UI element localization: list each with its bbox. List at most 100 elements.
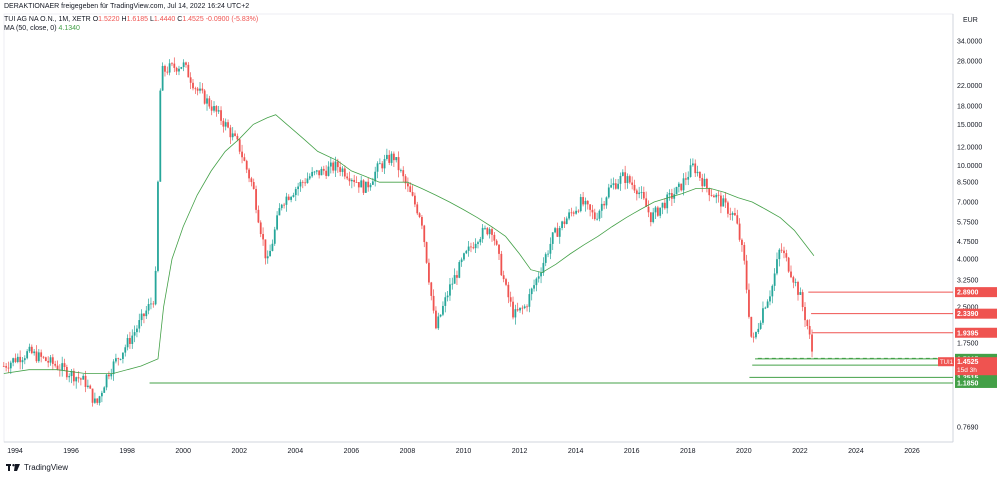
candle-body (797, 282, 799, 295)
candle-body (241, 151, 243, 158)
change-value: -0.0900 (-5.83%) (205, 16, 259, 23)
candle-body (348, 178, 351, 182)
candle-body (748, 289, 750, 317)
candle-body (51, 357, 54, 364)
candle-body (549, 243, 552, 254)
candle-body (201, 88, 204, 91)
time-tick-label: 1996 (63, 448, 79, 455)
candle-body (138, 320, 141, 329)
candle-body (196, 88, 199, 91)
ma-label: MA (50, close, 0) (4, 25, 57, 32)
candle-body (460, 259, 463, 263)
candle-body (521, 307, 524, 309)
candle-body (416, 204, 419, 214)
candle-body (523, 306, 526, 309)
candle-body (677, 183, 680, 187)
candle-body (217, 110, 220, 112)
candle-body (769, 296, 771, 302)
candle-body (33, 351, 36, 354)
candle-body (551, 232, 554, 244)
current-price-label-bg (955, 357, 997, 376)
candle-body (708, 188, 711, 196)
candle-body (7, 367, 10, 369)
candle-body (35, 351, 38, 362)
candle-body (189, 77, 192, 83)
candle-body (684, 178, 687, 180)
resistance-label-bg (955, 308, 997, 319)
ma-row: MA (50, close, 0) 4.1340 (4, 24, 258, 33)
candle-body (129, 338, 131, 344)
candle-body (584, 200, 587, 205)
candle-body (306, 178, 309, 184)
candle-body (703, 179, 706, 187)
candle-body (367, 181, 370, 188)
candle-body (28, 346, 31, 352)
candle-body (691, 163, 694, 166)
candle-body (470, 246, 472, 248)
candle-body (642, 192, 645, 199)
candle-body (491, 229, 493, 235)
candle-body (484, 227, 486, 229)
candle-body (463, 253, 465, 260)
candle-body (675, 186, 678, 195)
candle-body (670, 193, 673, 199)
time-tick-label: 2006 (344, 448, 360, 455)
candle-body (516, 309, 519, 311)
candle-body (334, 161, 337, 171)
candle-body (157, 181, 159, 271)
candle-body (411, 192, 414, 196)
candle-body (418, 213, 421, 217)
candle-body (140, 313, 143, 321)
candle-body (145, 310, 148, 317)
candle-body (773, 273, 776, 286)
candle-body (743, 244, 746, 261)
candle-body (614, 183, 617, 189)
candle-body (341, 168, 344, 172)
candle-body (668, 193, 671, 195)
candle-body (227, 122, 229, 128)
time-tick-label: 2012 (512, 448, 528, 455)
candle-body (649, 212, 652, 223)
candle-body (49, 357, 52, 363)
candle-body (663, 202, 666, 209)
candle-body (390, 153, 393, 163)
price-tick-label: 4.0000 (957, 257, 979, 264)
candle-body (738, 223, 741, 240)
resistance-label: 2.3390 (957, 311, 979, 318)
candle-body (203, 90, 206, 104)
candle-body (329, 162, 332, 167)
candle-body (621, 172, 624, 176)
price-tick-label: 18.0000 (957, 103, 982, 110)
candle-body (603, 203, 606, 206)
candle-body (299, 181, 302, 187)
candle-body (392, 153, 395, 161)
candle-body (806, 320, 809, 327)
candle-body (252, 182, 255, 189)
candle-body (787, 257, 790, 272)
candle-body (353, 179, 356, 183)
candle-body (745, 260, 748, 290)
candle-body (624, 172, 627, 183)
price-tick-label: 1.7500 (957, 341, 979, 348)
candle-body (187, 64, 190, 78)
candle-body (432, 295, 435, 311)
candle-body (421, 216, 423, 226)
candle-body (266, 256, 269, 259)
candle-body (596, 218, 599, 220)
candle-body (224, 122, 227, 127)
candle-body (336, 161, 339, 168)
candle-body (605, 197, 608, 206)
candle-body (110, 374, 113, 377)
price-tick-label: 12.0000 (957, 145, 982, 152)
candle-body (19, 356, 22, 363)
candle-body (717, 194, 720, 196)
candle-body (350, 179, 353, 182)
candle-body (222, 120, 225, 127)
candle-body (147, 304, 150, 311)
candle-body (98, 396, 101, 403)
time-tick-label: 2010 (456, 448, 472, 455)
close-label: C (177, 16, 183, 23)
tradingview-logo[interactable]: TradingView (6, 463, 68, 472)
candle-body (565, 218, 568, 225)
